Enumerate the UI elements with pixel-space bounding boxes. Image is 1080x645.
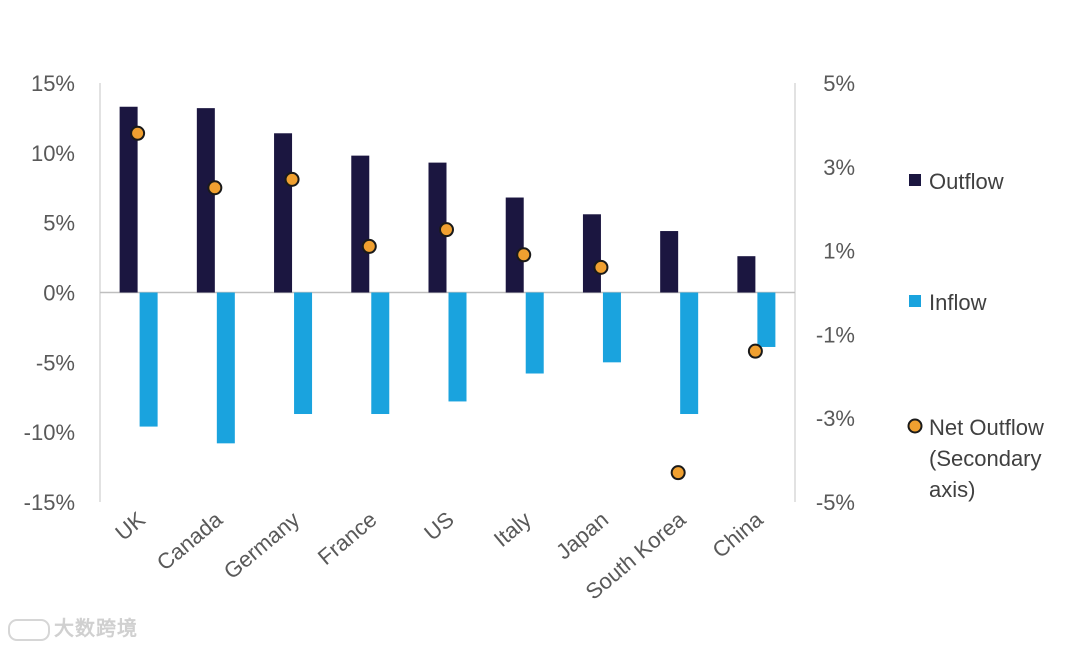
outflow-bar	[737, 256, 756, 293]
primary-tick-label: -10%	[24, 420, 75, 445]
inflow-bar	[371, 292, 390, 415]
bars	[119, 106, 776, 444]
category-label: France	[313, 507, 382, 570]
inflow-bar	[448, 292, 467, 402]
outflow-bar	[196, 108, 215, 293]
inflow-bar	[757, 292, 776, 347]
outflow-bar	[351, 155, 370, 293]
secondary-tick-label: -3%	[816, 406, 855, 431]
inflow-bar	[216, 292, 235, 444]
secondary-tick-label: 1%	[823, 239, 855, 264]
inflow-bar	[680, 292, 699, 415]
net-outflow-point	[207, 180, 223, 196]
watermark-logo-icon	[8, 618, 50, 641]
primary-tick-label: -15%	[24, 490, 75, 515]
secondary-tick-label: -5%	[816, 490, 855, 515]
axes	[99, 83, 796, 502]
legend-square-icon	[909, 295, 921, 307]
primary-tick-label: 10%	[31, 141, 75, 166]
net-outflow-points	[130, 125, 763, 481]
outflow-bar	[274, 133, 293, 293]
net-outflow-point	[130, 125, 146, 141]
category-label: Germany	[219, 507, 304, 584]
outflow-bar	[660, 231, 679, 293]
primary-tick-label: 5%	[43, 211, 75, 236]
legend-label: axis)	[929, 477, 975, 502]
legend-square-icon	[909, 174, 921, 186]
net-outflow-point	[439, 222, 454, 238]
net-outflow-point	[361, 238, 377, 254]
primary-axis-ticks: 15% 10% 5% 0% -5% -10% -15%	[24, 71, 75, 515]
legend-label: Net Outflow	[929, 415, 1044, 440]
net-outflow-point	[516, 247, 532, 263]
inflow-bar	[294, 292, 313, 415]
legend-label: Inflow	[929, 290, 987, 315]
net-outflow-point	[284, 171, 300, 187]
net-outflow-point	[593, 259, 609, 275]
outflow-bar	[428, 162, 447, 293]
inflow-bar	[525, 292, 544, 374]
secondary-tick-label: 5%	[823, 71, 855, 96]
secondary-tick-label: -1%	[816, 322, 855, 347]
legend-circle-icon	[907, 418, 923, 434]
primary-tick-label: 15%	[31, 71, 75, 96]
outflow-bar	[119, 106, 138, 293]
inflow-bar	[602, 292, 621, 363]
category-label: Canada	[152, 506, 228, 575]
watermark-text: 大数跨境	[54, 616, 138, 640]
legend-label: Outflow	[929, 169, 1004, 194]
category-label: US	[419, 507, 458, 546]
legend-label: (Secondary	[929, 446, 1042, 471]
secondary-axis-ticks: 5% 3% 1% -1% -3% -5%	[816, 71, 855, 515]
primary-tick-label: 0%	[43, 281, 75, 306]
inflow-bar	[139, 292, 158, 427]
outflow-bar	[505, 197, 524, 293]
outflow-bar	[582, 214, 601, 293]
category-label: Japan	[551, 507, 613, 565]
category-label: Italy	[489, 507, 536, 552]
category-label: UK	[110, 506, 150, 545]
watermark: 大数跨境	[8, 612, 138, 641]
category-label: China	[707, 506, 768, 563]
legend: Outflow Inflow Net Outflow (Secondary axis)	[907, 169, 1044, 502]
primary-tick-label: -5%	[36, 350, 75, 375]
net-outflow-point	[670, 465, 686, 481]
secondary-tick-label: 3%	[823, 155, 855, 180]
net-outflow-point	[747, 343, 763, 359]
